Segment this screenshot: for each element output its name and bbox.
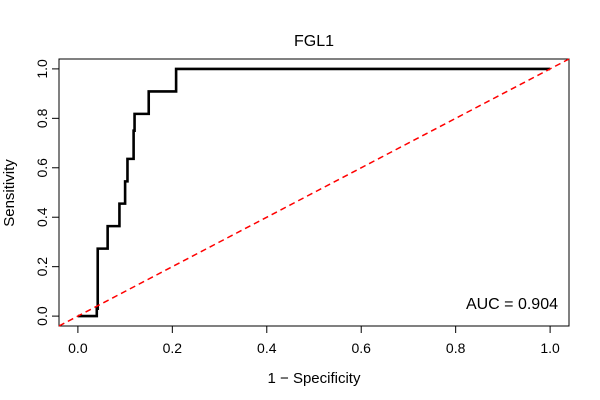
x-axis-label: 1 − Specificity: [268, 370, 361, 387]
y-tick-label: 0.4: [34, 207, 50, 227]
x-tick-label: 0.2: [163, 340, 183, 356]
y-tick-label: 0.2: [34, 257, 50, 277]
roc-curve-line: [77, 67, 551, 318]
y-tick-label: 0.8: [34, 108, 50, 128]
x-tick-label: 0.0: [68, 340, 88, 356]
series-layer: [58, 58, 570, 327]
y-tick-label: 0.0: [34, 306, 50, 326]
x-tick-label: 1.0: [540, 340, 560, 356]
x-axis: 0.0 0.2 0.4 0.6 0.8 1.0: [68, 325, 560, 356]
x-tick-label: 0.4: [257, 340, 277, 356]
plot-frame: [58, 58, 570, 327]
x-tick-label: 0.8: [446, 340, 466, 356]
auc-annotation: AUC = 0.904: [466, 296, 558, 313]
y-axis: 0.0 0.2 0.4 0.6 0.8 1.0: [34, 59, 60, 326]
x-tick-label: 0.6: [351, 340, 371, 356]
chart-title: FGL1: [294, 33, 334, 50]
reference-diagonal-line: [58, 58, 570, 327]
y-tick-label: 1.0: [34, 59, 50, 79]
y-axis-label: Sensitivity: [1, 159, 18, 227]
y-tick-label: 0.6: [34, 158, 50, 178]
